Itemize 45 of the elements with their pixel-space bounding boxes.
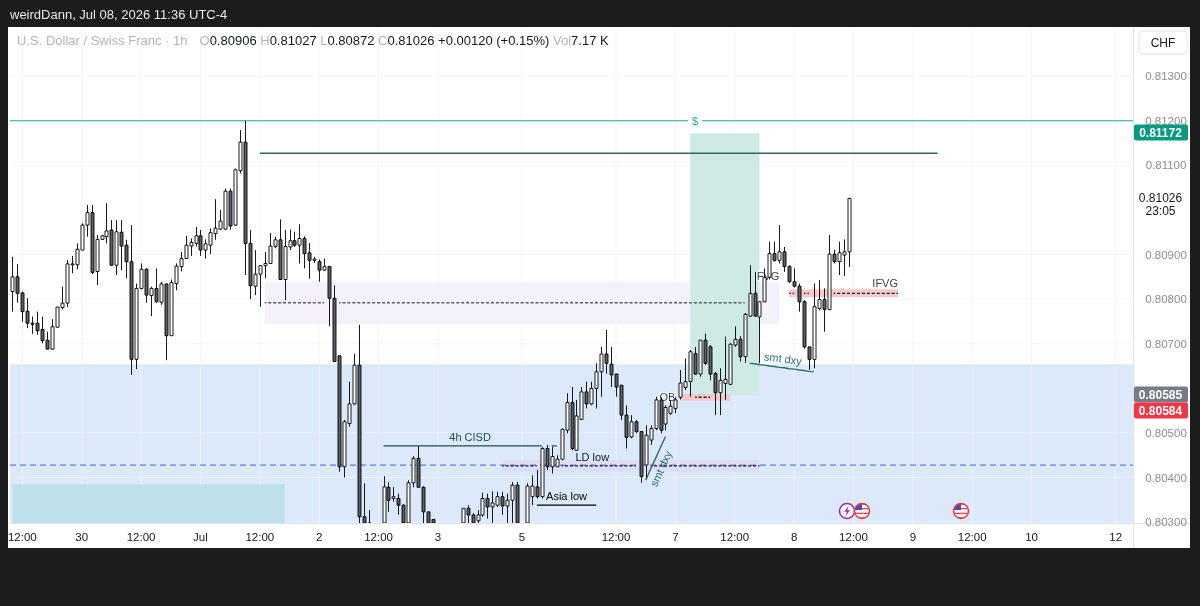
y-tick-label: 0.81100 [1145,159,1187,172]
text: 0.80584 [1138,403,1183,418]
y-tick-label: 0.80300 [1145,516,1187,529]
text: O0.80906 H0.81027 L0.80872 C0.81026 +0.00120 (+0.15%) Vol7.17 K [199,32,609,48]
text: 0.81172 [1139,125,1183,140]
x-tick-label: 12:00 [601,531,631,543]
y-axis-title: CHF [1150,35,1176,50]
y-tick-label: 0.80500 [1145,426,1187,439]
y-tick-label: 0.81200 [1145,114,1187,127]
x-tick-label: 12:00 [245,531,275,543]
x-tick-label: 12:00 [720,531,750,543]
text: 0.80585 [1138,387,1183,402]
y-tick-label: 0.80900 [1145,248,1187,261]
x-tick-label: 12 [1109,531,1123,543]
x-tick-label: 12:00 [364,531,393,543]
ref-line-label: $ [691,114,699,127]
x-tick-label: 3 [434,531,442,543]
series-label: 4h CISD [449,430,491,443]
text: smt dxy [647,448,675,489]
text: 0.81026 [1138,191,1183,206]
series-label: LD low [575,450,610,463]
x-tick-label: 12:00 [839,531,868,543]
y-tick-label: 0.80800 [1145,293,1187,306]
x-tick-label: 2 [315,531,323,543]
text: weirdDann, Jul 08, 2026 11:36 UTC-4 [9,6,228,22]
series-label: Asia low [546,490,588,503]
text: smt dxy [763,350,803,368]
chart-title: U.S. Dollar / Swiss Franc · 1h [17,32,188,48]
x-tick-label: 5 [518,531,526,543]
x-tick-label: Jul [193,531,208,543]
x-tick-label: 12:00 [7,531,37,543]
y-tick-label: 0.80700 [1145,337,1187,350]
annotation: OB [659,391,676,404]
text: 23:05 [1145,204,1176,219]
candlestick [382,475,387,523]
y-tick-label: 0.80400 [1145,471,1187,484]
x-tick-label: 8 [790,531,798,543]
x-tick-label: 7 [672,531,679,543]
x-tick-label: 12:00 [126,531,156,543]
x-tick-label: 30 [75,531,89,543]
y-tick-label: 0.81300 [1145,70,1187,83]
x-tick-label: 12:00 [957,531,987,543]
x-tick-label: 10 [1025,531,1038,543]
annotation: IFVG [872,277,899,290]
x-tick-label: 9 [909,531,917,543]
